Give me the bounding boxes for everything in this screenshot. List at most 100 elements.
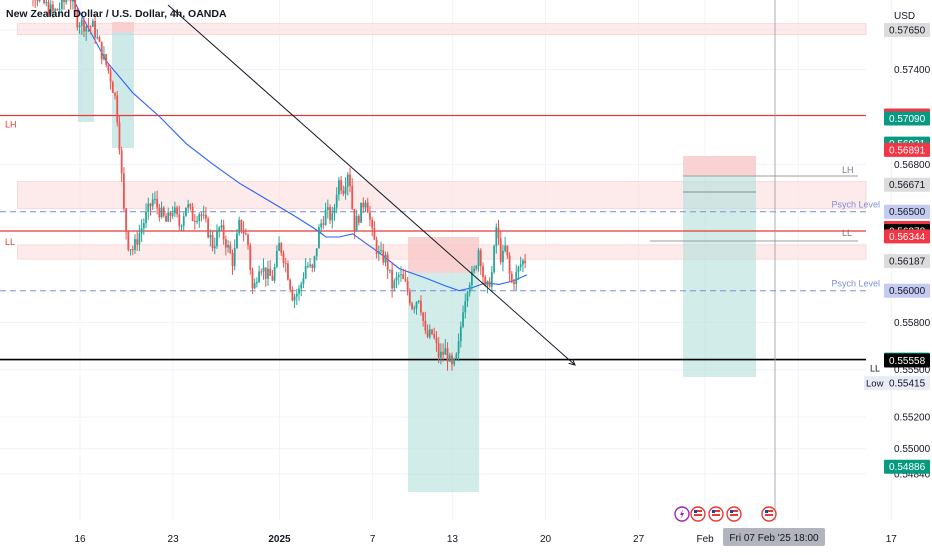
price-tag-9[interactable]: 0.56344 xyxy=(884,229,930,244)
x-tick-label-2: 2025 xyxy=(268,534,291,545)
candle-body-89 xyxy=(213,246,216,249)
price-tag-10[interactable]: 0.56187 xyxy=(884,254,930,269)
candle-body-145 xyxy=(338,180,340,195)
candle-body-61 xyxy=(151,199,154,207)
event-lightning-icon-0[interactable] xyxy=(674,506,690,522)
candle-body-41 xyxy=(107,64,110,71)
short-box-profit-1 xyxy=(78,30,94,122)
candle-body-70 xyxy=(171,213,174,216)
candle-body-152 xyxy=(353,208,356,232)
price-tag-6[interactable]: 0.56500 xyxy=(884,204,930,219)
candle-body-81 xyxy=(196,220,198,222)
candle-body-86 xyxy=(207,218,210,238)
price-tag-2[interactable]: 0.57090 xyxy=(884,111,930,126)
candle-body-17 xyxy=(54,9,57,11)
candle-body-198 xyxy=(455,353,458,359)
candle-body-126 xyxy=(295,293,298,297)
candle-body-113 xyxy=(267,268,269,279)
candle-body-222 xyxy=(508,255,511,274)
candle-body-19 xyxy=(58,8,61,11)
event-us-flag-icon-4[interactable] xyxy=(761,506,777,522)
event-us-flag-icon-1[interactable] xyxy=(690,506,706,522)
price-tag-bg-6 xyxy=(884,204,930,219)
candle-body-110 xyxy=(260,271,263,273)
x-tick-label-1: 23 xyxy=(168,534,180,545)
candle-body-179 xyxy=(413,308,416,310)
event-us-flag-icon-2[interactable] xyxy=(708,506,724,522)
top-zone xyxy=(17,23,867,36)
chart-title: New Zealand Dollar / U.S. Dollar, 4h, OA… xyxy=(6,8,227,20)
candle-body-9 xyxy=(36,0,39,1)
flag-stripe-b-4 xyxy=(765,514,773,516)
candle-body-138 xyxy=(322,223,325,225)
candle-body-56 xyxy=(140,228,143,234)
candle-body-129 xyxy=(302,278,305,285)
price-tag-13[interactable]: 0.55558 xyxy=(884,353,930,368)
lh-marker-label: LH xyxy=(842,165,854,175)
candle-body-181 xyxy=(417,300,420,303)
candle-body-207 xyxy=(475,266,478,269)
candle-body-155 xyxy=(360,202,362,223)
candle-body-40 xyxy=(105,54,108,65)
candle-body-45 xyxy=(116,95,119,123)
candle-body-38 xyxy=(100,41,103,60)
candle-body-186 xyxy=(428,329,431,337)
candle-body-213 xyxy=(488,281,491,287)
candle-body-87 xyxy=(209,235,212,238)
candle-body-77 xyxy=(187,204,190,208)
candle-body-161 xyxy=(373,227,376,240)
candle-body-35 xyxy=(94,21,96,38)
candle-body-171 xyxy=(395,277,398,281)
price-tag-value-2: 0.57090 xyxy=(889,114,926,125)
candle-body-192 xyxy=(442,351,444,355)
candle-body-223 xyxy=(510,273,513,282)
candle-body-58 xyxy=(145,211,147,224)
candle-body-190 xyxy=(437,343,440,358)
candle-body-13 xyxy=(45,1,48,4)
price-tag-bg-11 xyxy=(884,283,930,298)
x-tick-label-5: 20 xyxy=(540,534,552,545)
candle-body-84 xyxy=(202,214,205,216)
flag-stripe-a-2 xyxy=(712,510,720,512)
candle-body-120 xyxy=(282,252,285,263)
candle-body-55 xyxy=(138,233,141,245)
price-tag-15[interactable]: 0.54886 xyxy=(884,459,930,474)
candle-body-151 xyxy=(351,186,354,209)
candle-body-219 xyxy=(502,250,504,263)
currency-label[interactable]: USD xyxy=(894,11,915,22)
candle-body-153 xyxy=(355,215,358,232)
price-tag-11[interactable]: 0.56000 xyxy=(884,283,930,298)
price-tag-value-5: 0.56671 xyxy=(889,180,926,191)
candle-body-165 xyxy=(382,250,385,263)
candle-body-47 xyxy=(120,150,123,174)
candle-body-57 xyxy=(142,223,145,229)
short-box-loss-4 xyxy=(683,156,756,176)
candle-body-197 xyxy=(453,358,456,365)
price-tag-value-6: 0.56500 xyxy=(889,207,926,218)
price-tag-prefix-14: Low xyxy=(866,379,884,390)
candle-body-10 xyxy=(38,0,41,1)
candle-body-39 xyxy=(103,54,105,60)
price-tag-value-15: 0.54886 xyxy=(889,462,926,473)
price-tag-14[interactable]: Low 0.55415 xyxy=(864,376,930,391)
candle-body-167 xyxy=(386,254,389,271)
price-tag-value-10: 0.56187 xyxy=(889,257,926,268)
price-tag-4[interactable]: 0.56891 xyxy=(884,142,930,157)
short-box-profit-4 xyxy=(683,176,756,377)
candle-body-196 xyxy=(451,355,453,365)
price-tag-value-11: 0.56000 xyxy=(889,286,926,297)
flag-stripe-b-3 xyxy=(730,514,738,516)
downtrend-line xyxy=(167,4,575,365)
candle-body-18 xyxy=(56,9,59,11)
candle-body-176 xyxy=(406,281,409,292)
candle-body-184 xyxy=(424,320,427,331)
candle-body-106 xyxy=(251,269,254,289)
candle-body-92 xyxy=(220,225,223,228)
price-tag-5[interactable]: 0.56671 xyxy=(884,177,930,192)
price-tag-0[interactable]: 0.57650 xyxy=(884,23,930,37)
event-us-flag-icon-3[interactable] xyxy=(726,506,742,522)
candle-body-173 xyxy=(400,274,402,276)
candle-body-224 xyxy=(513,281,515,284)
candle-body-114 xyxy=(269,268,272,276)
